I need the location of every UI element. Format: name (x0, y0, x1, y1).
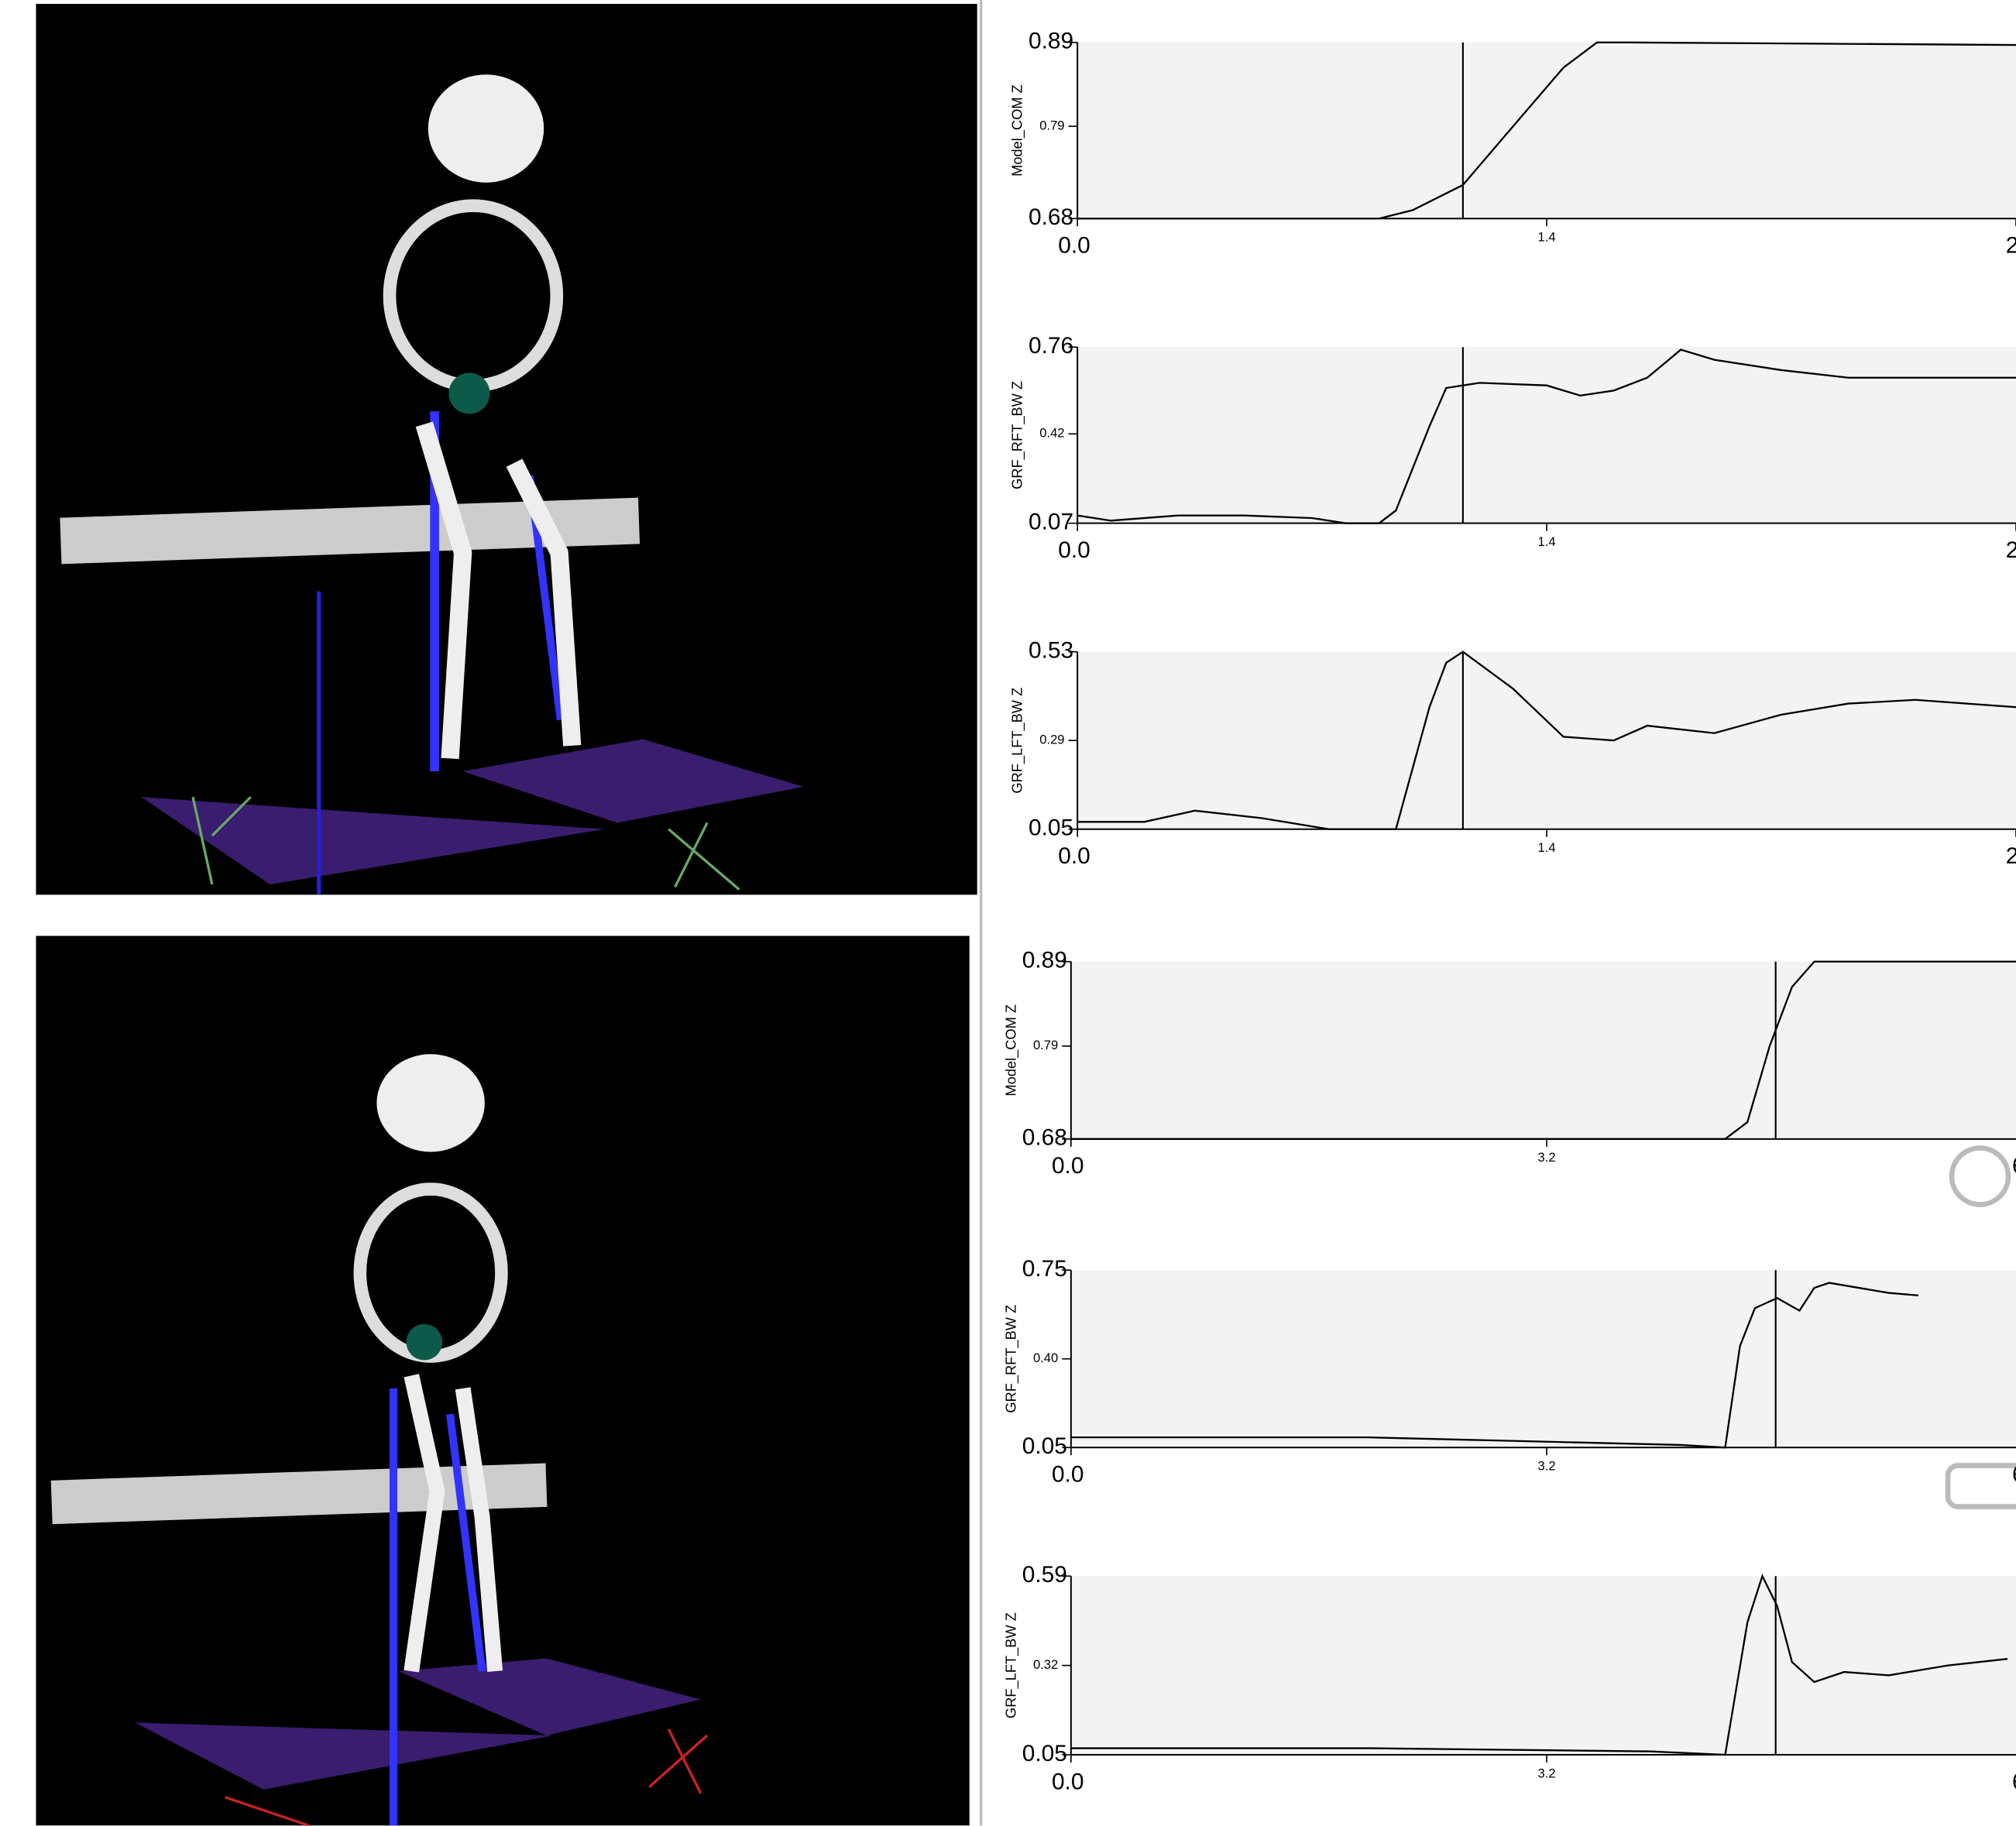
y-axis-label: GRF_LFT_BW Z (1009, 688, 1026, 794)
y-tick-label: 0.42 (1039, 426, 1064, 441)
y-tick-label: 0.75 (1022, 1256, 1067, 1282)
y-axis-label: GRF_RFT_BW Z (1009, 381, 1026, 489)
view-3d (36, 4, 977, 894)
y-tick-label: 0.53 (1029, 638, 1073, 664)
y-tick-label: 0.68 (1022, 1125, 1067, 1151)
plot-area (1077, 43, 2016, 218)
x-tick-label: 3.2 (1538, 1459, 1556, 1474)
x-tick-label: 0.0 (1052, 1769, 1084, 1794)
y-tick-label: 0.68 (1029, 204, 1073, 230)
y-tick-label: 0.76 (1029, 333, 1073, 359)
x-tick-label: 2.8 (2006, 233, 2016, 259)
y-tick-label: 0.07 (1029, 510, 1073, 535)
x-tick-label: 0.0 (1052, 1153, 1084, 1179)
x-tick-label: 6.4 (2012, 1462, 2016, 1488)
y-axis-label: Model_COM Z (1009, 84, 1026, 177)
x-tick-label: 6.4 (2012, 1153, 2016, 1179)
x-tick-label: 2.8 (2006, 537, 2016, 563)
y-axis-label: Model_COM Z (1002, 1004, 1019, 1097)
x-tick-label: 0.0 (1058, 233, 1090, 259)
plot-area (1077, 347, 2016, 523)
y-tick-label: 0.59 (1022, 1562, 1067, 1587)
x-tick-label: 6.4 (2012, 1769, 2016, 1794)
y-tick-label: 0.32 (1033, 1657, 1058, 1672)
page: Model_COM Z 0.68 0.79 0.89 0.0 1.4 2.8 GRF_RFT_… (0, 0, 2016, 1826)
x-tick-label: 3.2 (1538, 1766, 1556, 1780)
y-tick-label: 0.79 (1039, 118, 1064, 132)
view-3d (36, 936, 969, 1826)
x-tick-label: 3.2 (1538, 1150, 1556, 1165)
y-tick-label: 0.05 (1022, 1741, 1067, 1766)
plot-area (1071, 962, 2016, 1139)
x-tick-label: 1.4 (1538, 230, 1556, 245)
y-axis-label: GRF_RFT_BW Z (1002, 1305, 1019, 1413)
x-tick-label: 1.4 (1538, 840, 1556, 855)
y-tick-label: 0.79 (1033, 1038, 1058, 1052)
screen: Model_COM Z 0.68 0.79 0.89 0.0 1.4 2.8 GRF_RFT_… (0, 0, 2016, 1826)
x-tick-label: 0.0 (1058, 843, 1090, 869)
y-tick-label: 0.40 (1033, 1351, 1058, 1365)
y-tick-label: 0.89 (1029, 29, 1073, 54)
y-tick-label: 0.29 (1039, 733, 1064, 747)
y-axis-label: GRF_LFT_BW Z (1002, 1612, 1019, 1718)
plot-area (1071, 1270, 2016, 1447)
y-tick-label: 0.89 (1022, 948, 1067, 973)
x-tick-label: 2.8 (2006, 843, 2016, 869)
x-tick-label: 1.4 (1538, 534, 1556, 549)
x-tick-label: 0.0 (1052, 1462, 1084, 1488)
plot-area (1077, 652, 2016, 829)
y-tick-label: 0.05 (1022, 1433, 1067, 1459)
x-tick-label: 0.0 (1058, 537, 1090, 563)
plot-area (1071, 1576, 2016, 1755)
y-tick-label: 0.05 (1029, 815, 1073, 841)
